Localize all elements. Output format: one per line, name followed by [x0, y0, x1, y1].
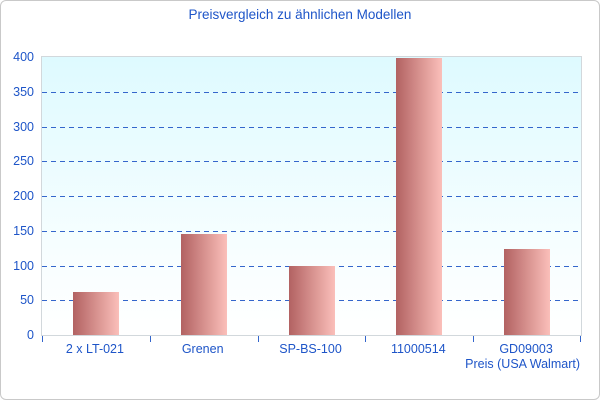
x-tick-label: GD09003 — [499, 342, 553, 356]
x-axis-labels: 2 x LT-021 Grenen SP-BS-100 11000514 GD09003 — [41, 342, 582, 357]
y-tick-label: 0 — [27, 328, 34, 342]
gridline — [42, 126, 581, 128]
axis-tick — [257, 336, 259, 342]
bar-11000514 — [396, 57, 443, 335]
x-tick-label: SP-BS-100 — [279, 342, 342, 356]
gridline — [42, 91, 581, 93]
axis-tick — [365, 336, 367, 342]
gridline — [42, 196, 581, 197]
y-tick-label: 350 — [13, 84, 34, 99]
bar-GD09003 — [504, 248, 551, 335]
gridline — [42, 230, 581, 232]
y-tick-label: 50 — [20, 293, 34, 308]
x-tick-label: 2 x LT-021 — [65, 342, 124, 356]
chart-title: Preisvergleich zu ähnlichen Modellen — [188, 7, 412, 22]
bar-2 x LT-021 — [72, 291, 119, 335]
gridline — [42, 161, 581, 163]
y-tick-label: 300 — [13, 119, 34, 134]
x-axis-title: Preis (USA Walmart) — [465, 357, 580, 371]
axis-tick — [580, 336, 581, 342]
plot-area — [41, 56, 582, 342]
x-tick-label: Grenen — [181, 342, 224, 356]
y-tick-label: 250 — [13, 154, 34, 169]
axis-tick — [473, 336, 475, 342]
y-tick-label: 200 — [13, 189, 34, 203]
axis-tick — [42, 336, 43, 342]
y-tick-label: 400 — [13, 50, 34, 64]
bar-SP-BS-100 — [288, 265, 335, 335]
bar-Grenen — [180, 233, 227, 335]
x-tick-label: 11000514 — [390, 342, 446, 356]
y-tick-label: 150 — [13, 223, 34, 238]
y-tick-label: 100 — [13, 258, 34, 273]
axis-tick — [149, 336, 151, 342]
